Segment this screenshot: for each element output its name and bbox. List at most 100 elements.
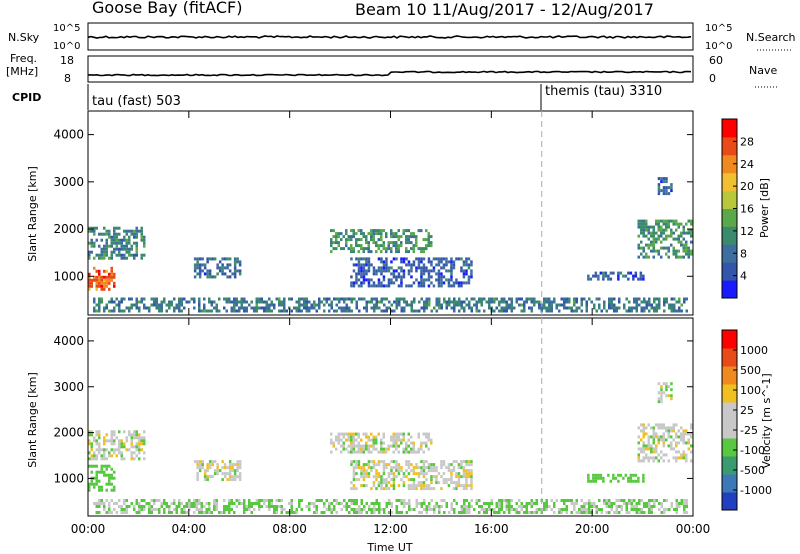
nsky-tick-top: 10^5	[53, 23, 80, 34]
power-echo-cell	[273, 303, 276, 307]
velocity-echo-cell	[105, 457, 108, 461]
power-echo-cell	[655, 306, 658, 310]
velocity-echo-cell	[650, 505, 653, 508]
velocity-echo-cell	[353, 511, 356, 514]
velocity-echo-cell	[105, 467, 108, 471]
power-echo-cell	[425, 229, 428, 233]
power-echo-cell	[450, 263, 453, 267]
velocity-echo-cell	[435, 475, 438, 479]
power-echo-cell	[437, 272, 441, 276]
power-echo-cell	[437, 275, 441, 279]
power-echo-cell	[350, 297, 353, 301]
power-echo-cell	[505, 309, 508, 313]
power-echo-cell	[103, 247, 106, 251]
velocity-echo-cell	[113, 448, 116, 452]
nsearch-label: N.Search	[746, 31, 796, 44]
velocity-xtick-label: 00:00	[71, 522, 106, 536]
power-echo-cell	[328, 303, 331, 307]
power-echo-cell	[405, 247, 408, 251]
velocity-echo-cell	[355, 502, 358, 505]
power-echo-cell	[153, 297, 156, 301]
velocity-echo-cell	[103, 454, 106, 458]
power-echo-cell	[233, 257, 237, 261]
velocity-echo-cell	[683, 502, 686, 505]
velocity-echo-cell	[412, 478, 416, 482]
power-echo-cell	[602, 277, 605, 281]
velocity-echo-cell	[130, 439, 133, 443]
power-echo-cell	[128, 309, 131, 313]
power-echo-cell	[347, 247, 350, 251]
velocity-echo-cell	[685, 499, 688, 502]
velocity-echo-cell	[320, 511, 323, 514]
velocity-echo-cell	[120, 445, 123, 449]
velocity-echo-cell	[353, 508, 356, 511]
velocity-echo-cell	[110, 476, 113, 480]
velocity-echo-cell	[113, 470, 116, 474]
power-echo-cell	[337, 244, 340, 248]
power-echo-cell	[218, 266, 222, 270]
velocity-echo-cell	[405, 441, 408, 445]
power-echo-cell	[580, 297, 583, 301]
velocity-echo-cell	[498, 511, 501, 514]
freq-tick-bottom: 8	[64, 72, 71, 85]
velocity-echo-cell	[211, 463, 214, 467]
velocity-echo-cell	[580, 511, 583, 514]
power-echo-cell	[105, 269, 108, 273]
power-colorbar-tick-label: 20	[740, 180, 754, 193]
power-echo-cell	[283, 309, 286, 313]
velocity-echo-cell	[135, 442, 138, 446]
power-echo-cell	[370, 238, 373, 242]
power-echo-cell	[378, 306, 381, 310]
velocity-echo-cell	[535, 508, 538, 511]
velocity-echo-cell	[206, 463, 209, 467]
power-echo-cell	[332, 229, 335, 233]
power-echo-cell	[640, 225, 643, 229]
power-echo-cell	[240, 297, 243, 301]
power-echo-cell	[360, 247, 363, 251]
power-echo-cell	[662, 222, 665, 226]
power-echo-cell	[258, 306, 261, 310]
velocity-echo-cell	[238, 499, 241, 502]
power-echo-cell	[660, 231, 663, 235]
velocity-echo-cell	[343, 505, 346, 508]
power-echo-cell	[226, 275, 229, 279]
velocity-echo-cell	[580, 505, 583, 508]
power-echo-cell	[645, 252, 648, 256]
velocity-echo-cell	[642, 435, 645, 439]
velocity-echo-cell	[168, 505, 171, 508]
power-echo-cell	[105, 250, 108, 254]
power-echo-cell	[370, 250, 373, 254]
velocity-echo-cell	[382, 450, 385, 454]
velocity-echo-cell	[130, 433, 133, 437]
power-echo-cell	[300, 303, 303, 307]
velocity-echo-cell	[220, 511, 223, 514]
velocity-echo-cell	[457, 481, 461, 485]
velocity-echo-cell	[685, 456, 688, 460]
power-echo-cell	[655, 297, 658, 301]
velocity-echo-cell	[550, 499, 553, 502]
velocity-echo-cell	[623, 502, 626, 505]
velocity-echo-cell	[370, 438, 373, 442]
velocity-echo-cell	[435, 466, 438, 470]
power-echo-cell	[160, 303, 163, 307]
velocity-echo-cell	[372, 466, 376, 470]
power-echo-cell	[105, 284, 108, 288]
velocity-echo-cell	[270, 499, 273, 502]
velocity-echo-cell	[385, 447, 388, 451]
power-echo-cell	[413, 309, 416, 313]
power-echo-cell	[355, 278, 358, 282]
velocity-echo-cell	[173, 508, 176, 511]
power-echo-cell	[637, 219, 640, 223]
power-echo-cell	[196, 272, 199, 276]
power-echo-cell	[662, 192, 666, 196]
power-echo-cell	[145, 306, 148, 310]
power-echo-cell	[125, 232, 128, 236]
power-echo-cell	[385, 309, 388, 313]
power-echo-cell	[405, 300, 408, 304]
velocity-echo-cell	[392, 450, 395, 454]
power-echo-cell	[440, 272, 443, 276]
velocity-echo-cell	[108, 464, 111, 468]
power-echo-cell	[367, 260, 371, 264]
power-echo-cell	[662, 219, 665, 223]
power-echo-cell	[533, 297, 536, 301]
